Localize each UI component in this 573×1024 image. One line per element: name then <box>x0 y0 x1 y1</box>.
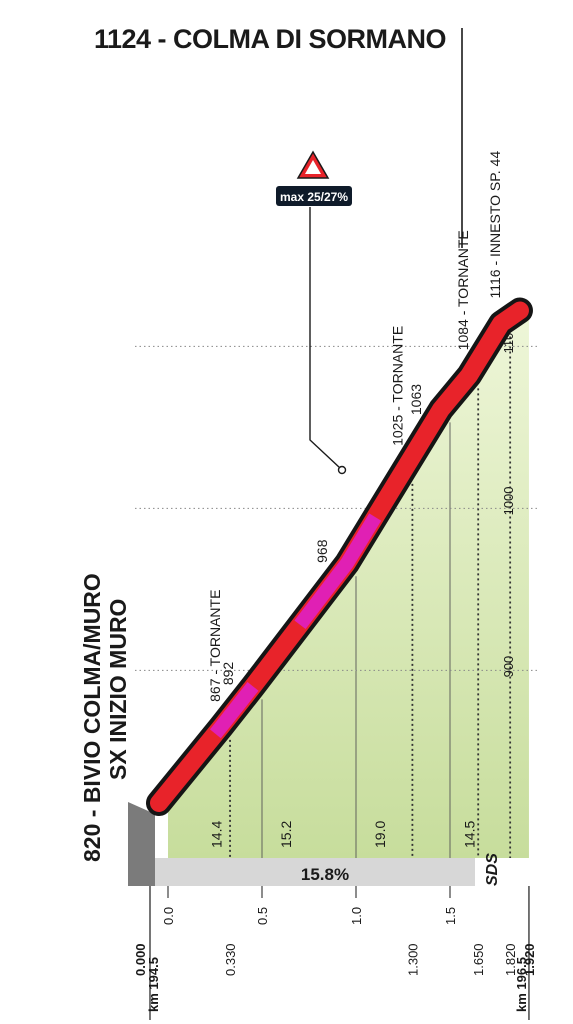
x-axis-ticks: 0.0 0.5 1.0 1.5 <box>161 886 458 925</box>
altitude-tick-label: 900 <box>501 656 516 678</box>
km-start-label: km 194.5 <box>146 957 161 1012</box>
start-label-line1: 820 - BIVIO COLMA/MURO <box>79 573 105 862</box>
segment-gradients: 14.4 15.2 19.0 14.5 <box>209 821 478 848</box>
max-pointer-line <box>309 207 341 469</box>
segment-gradient-label: 15.2 <box>278 821 294 848</box>
x-tick-label: 0.5 <box>255 907 270 925</box>
average-gradient-label: 15.8% <box>301 865 349 884</box>
max-badge <box>276 186 352 206</box>
point-label: 1063 <box>408 384 424 415</box>
summit-title: 1124 - COLMA DI SORMANO <box>94 24 446 54</box>
average-gradient-bar <box>155 858 475 886</box>
distance-mark: 0.330 <box>223 943 238 976</box>
point-label: 1025 - TORNANTE <box>389 326 405 446</box>
point-label: 968 <box>314 539 330 563</box>
distance-mark: 1.650 <box>471 943 486 976</box>
x-tick-label: 1.5 <box>443 907 458 925</box>
brand-logo: SDS <box>484 853 501 886</box>
point-label: 1116 - INNESTO SP. 44 <box>487 151 503 299</box>
max-pointer-dot <box>337 465 347 475</box>
steep-section <box>209 682 259 739</box>
point-label: 892 <box>220 662 236 686</box>
start-label: 820 - BIVIO COLMA/MURO SX INIZIO MURO <box>79 573 131 862</box>
segment-gradient-label: 14.4 <box>209 821 225 848</box>
point-label: 1084 - TORNANTE <box>455 230 471 350</box>
steep-section <box>294 513 382 630</box>
km-end-label: km 196.5 <box>514 957 529 1012</box>
segment-gradient-label: 19.0 <box>372 821 388 848</box>
guide-lines <box>229 336 512 858</box>
start-block <box>128 802 155 886</box>
steep-sections <box>209 513 382 739</box>
start-label-line2: SX INIZIO MURO <box>105 599 131 780</box>
max-badge-label: max 25/27% <box>280 190 348 204</box>
max-gradient-marker: max 25/27% <box>276 150 352 475</box>
x-tick-label: 0.0 <box>161 907 176 925</box>
point-label: 867 - TORNANTE <box>207 590 223 702</box>
distance-mark: 0.000 <box>133 943 148 976</box>
altitude-tick-label: 1000 <box>501 486 516 515</box>
segment-gradient-label: 14.5 <box>462 821 478 848</box>
x-tick-label: 1.0 <box>349 907 364 925</box>
profile-area <box>168 313 529 858</box>
warning-triangle-inner-icon <box>305 160 321 174</box>
distance-mark: 1.820 <box>503 943 518 976</box>
distance-mark: 1.300 <box>405 943 420 976</box>
